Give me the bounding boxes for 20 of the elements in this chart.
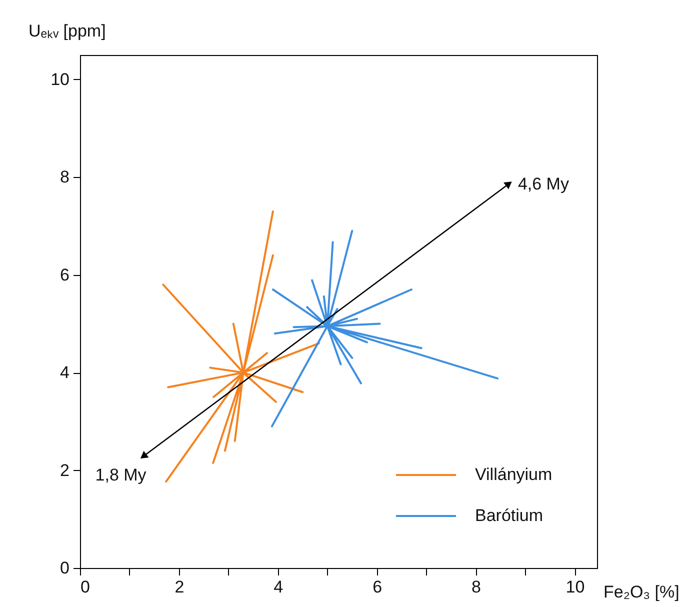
legend-label: Villányium — [475, 465, 552, 484]
y-axis-title: Uₑₖᵥ [ppm] — [28, 22, 106, 40]
y-tick-label: 4 — [60, 363, 70, 382]
x-tick-label: 10 — [566, 578, 585, 596]
y-tick-label: 6 — [60, 265, 70, 284]
y-tick-label: 10 — [50, 70, 70, 89]
y-tick-label: 0 — [60, 558, 70, 578]
x-tick-label: 6 — [372, 578, 382, 596]
x-tick-label: 8 — [472, 578, 482, 596]
annotation: 1,8 My — [95, 466, 147, 485]
y-tick-label: 8 — [60, 168, 70, 187]
y-tick-label: 2 — [60, 460, 70, 480]
line-series — [270, 230, 499, 428]
x-tick-label: 0 — [80, 578, 90, 596]
annotation: 4,6 My — [518, 174, 570, 194]
x-axis-title: Fe₂O₃ [%] — [604, 582, 680, 602]
x-tick-label: 2 — [174, 578, 184, 596]
legend-label: Barótium — [475, 506, 544, 525]
line-series — [162, 210, 320, 483]
x-tick-label: 4 — [274, 578, 284, 596]
